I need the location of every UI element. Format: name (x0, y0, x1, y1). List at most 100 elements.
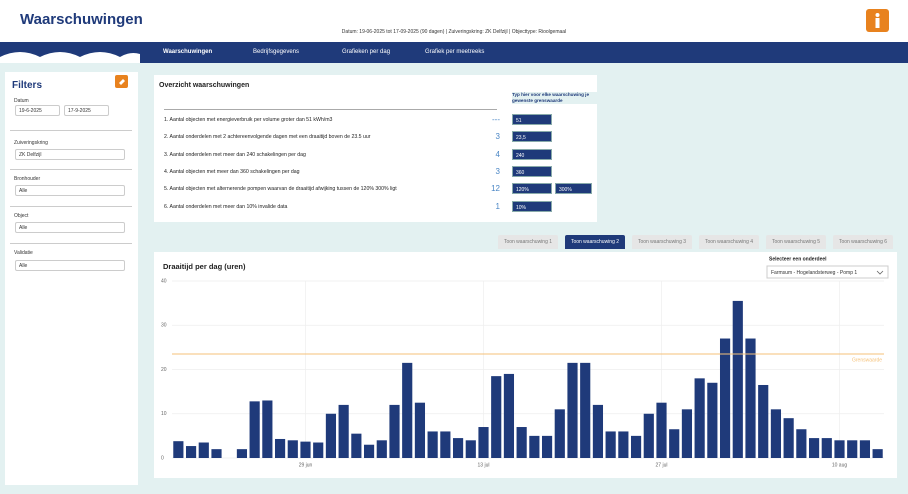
bar (363, 444, 375, 458)
bar (287, 440, 298, 458)
selector-label: Selecteer een onderdeel (769, 256, 827, 262)
filter-panel: Filters Datum 19-6-2025 17-9-2025 Zuiver… (5, 72, 138, 485)
bar (719, 338, 731, 458)
warning-count: 3 (495, 166, 500, 176)
tab[interactable]: Toon waarschuwing 6 (833, 235, 893, 249)
bar (567, 362, 578, 458)
warning-text: 4. Aantal objecten met meer dan 360 scha… (164, 168, 300, 175)
bar (389, 404, 400, 458)
bar (465, 440, 476, 458)
page-title: Waarschuwingen (20, 11, 143, 28)
nav-bar (0, 42, 908, 63)
y-tick-label: 30 (161, 323, 167, 329)
threshold-input[interactable]: 23,5 (512, 131, 552, 143)
select[interactable] (766, 265, 889, 279)
header (0, 0, 908, 42)
bar (414, 402, 426, 458)
field-label: Validatie (14, 250, 33, 256)
chevron (876, 270, 884, 275)
select-value[interactable]: Farmsum - Hogelandsterweg - Pomp 1 (771, 270, 857, 276)
threshold-input[interactable]: 360 (512, 165, 552, 177)
select[interactable]: Alle (15, 260, 125, 271)
nav-item[interactable]: Bedrijfsgegevens (253, 49, 300, 55)
nav-item[interactable]: Grafiek per meetreeks (425, 49, 485, 55)
separator (10, 169, 132, 170)
warning-count: 3 (495, 132, 500, 142)
tab[interactable]: Toon waarschuwing 2 (565, 235, 625, 249)
date-input[interactable]: 19-6-2025 (15, 105, 60, 116)
wave (0, 52, 140, 63)
bar (554, 409, 565, 458)
bar (338, 404, 349, 458)
bar (478, 427, 489, 458)
threshold-input[interactable]: 240 (512, 148, 552, 160)
y-tick-label: 0 (161, 455, 164, 461)
bar (427, 431, 438, 458)
threshold-input[interactable]: 300% (555, 183, 592, 195)
clear-filters[interactable] (115, 75, 128, 88)
select[interactable]: ZK Delfzijl (15, 149, 125, 160)
info-button[interactable] (866, 9, 889, 32)
bar (707, 382, 718, 458)
threshold-input[interactable]: 120% (512, 183, 552, 195)
bar (656, 402, 667, 458)
bar (834, 440, 845, 458)
tab[interactable]: Toon waarschuwing 3 (632, 235, 692, 249)
select[interactable]: Alle (15, 222, 125, 233)
field-label: Zuiveringskring (14, 140, 48, 146)
hint: Typ hier voor elke waarschuwing je gewen… (512, 92, 607, 104)
warning-count: 12 (491, 184, 500, 194)
bar (847, 440, 858, 458)
bar (694, 378, 705, 458)
warning-text: 2. Aantal onderdelen met 2 achtereenvolg… (164, 134, 371, 141)
chart-title: Draaitijd per dag (uren) (163, 262, 246, 271)
x-tick-label: 27 jul (656, 462, 668, 468)
select[interactable]: Alle (15, 185, 125, 196)
bar (796, 429, 807, 458)
bar (681, 409, 693, 458)
bar (808, 438, 820, 458)
separator (164, 109, 497, 110)
separator (10, 206, 132, 207)
warning-text: 6. Aantal onderdelen met meer dan 10% in… (164, 203, 288, 210)
bar (758, 384, 769, 458)
bar (452, 438, 464, 458)
overview-panel: Overzicht waarschuwingen Typ hier voor e… (154, 75, 607, 222)
bar (249, 401, 260, 458)
x-tick-label: 13 jul (478, 462, 490, 468)
warning-text: 1. Aantal objecten met energieverbruik p… (164, 117, 333, 123)
bar (198, 442, 209, 458)
overview-title: Overzicht waarschuwingen (159, 82, 250, 89)
bar (618, 431, 629, 458)
threshold-input[interactable]: 10% (512, 200, 552, 212)
y-tick-label: 10 (161, 411, 167, 417)
date-input[interactable]: 17-9-2025 (64, 105, 109, 116)
bar (541, 435, 553, 458)
warning-count: 4 (495, 149, 500, 159)
threshold-label: Grenswaarde (852, 357, 882, 363)
bar (732, 300, 743, 458)
nav-item[interactable]: Grafieken per dag (342, 49, 391, 55)
threshold-input[interactable]: 51 (512, 114, 552, 125)
field-label: Object (14, 213, 29, 219)
bar (402, 362, 413, 458)
bar (376, 440, 387, 458)
tab[interactable]: Toon waarschuwing 1 (498, 235, 558, 249)
y-tick-label: 20 (161, 367, 167, 373)
subtitle: Datum: 19-06-2025 tot 17-09-2025 (90 dag… (341, 29, 567, 35)
bar (440, 431, 451, 458)
bar (745, 338, 756, 458)
warning-text: 3. Aantal onderdelen met meer dan 240 sc… (164, 151, 306, 158)
bar (821, 438, 832, 458)
separator (10, 130, 132, 131)
tab[interactable]: Toon waarschuwing 4 (699, 235, 759, 249)
bar (783, 418, 794, 458)
tab[interactable]: Toon waarschuwing 5 (766, 235, 826, 249)
nav-item[interactable]: Waarschuwingen (163, 49, 213, 55)
bar (859, 440, 871, 458)
bar (669, 429, 680, 458)
bar (173, 441, 184, 458)
warning-count: 1 (495, 201, 500, 211)
bar (325, 413, 337, 458)
bar (872, 449, 883, 458)
